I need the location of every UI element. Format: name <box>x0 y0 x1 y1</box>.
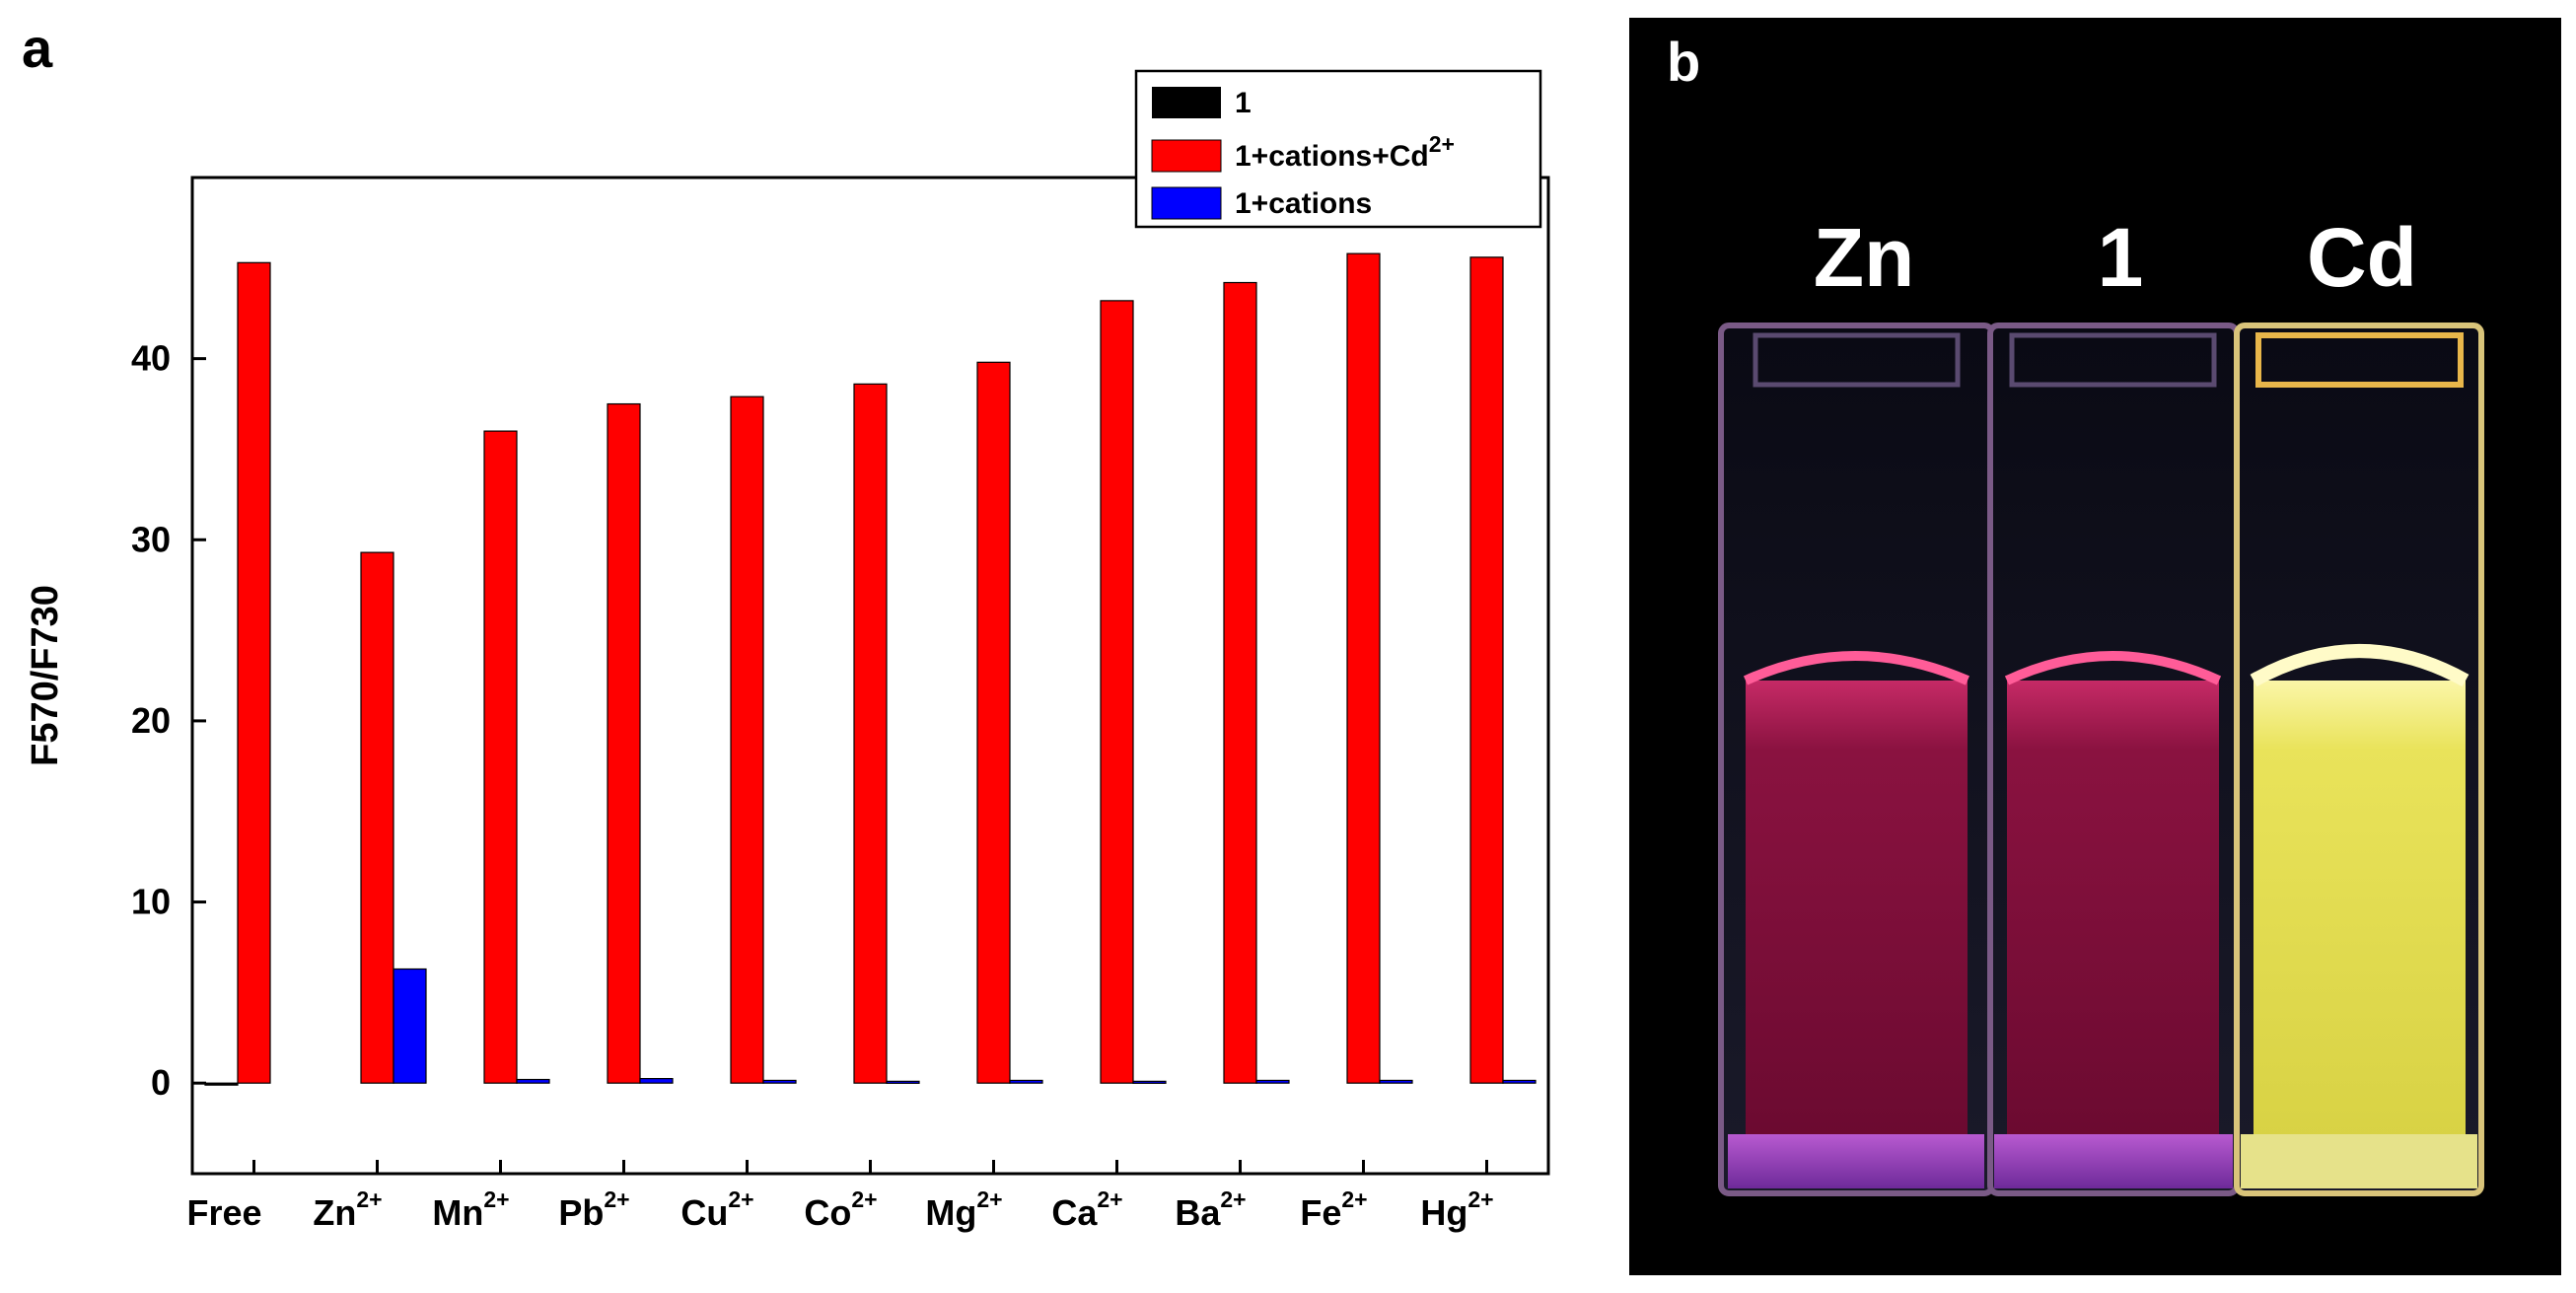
bar-red-8 <box>1223 281 1257 1084</box>
x-tick-label-base: Co <box>804 1192 851 1233</box>
bar-blue-7 <box>1132 1080 1167 1084</box>
bar-red-0 <box>237 261 271 1084</box>
legend-label-1: 1 <box>1235 87 1252 119</box>
x-tick-label: Zn2+ <box>313 1186 382 1233</box>
bar-blue-3 <box>639 1077 674 1084</box>
y-axis: 0 10 20 30 40 <box>131 338 206 1103</box>
x-tick-label-sup: 2+ <box>1467 1186 1493 1212</box>
bar-red-4 <box>730 395 764 1084</box>
bar-blue-10 <box>1502 1079 1537 1084</box>
bar-blue-9 <box>1379 1079 1413 1084</box>
bar-blue-8 <box>1255 1079 1290 1084</box>
legend-swatch-1 <box>1152 87 1221 118</box>
bar-red-6 <box>976 361 1011 1084</box>
bar-red-3 <box>607 402 641 1084</box>
x-tick-label-base: Zn <box>313 1192 356 1233</box>
x-tick-label-sup: 2+ <box>356 1186 382 1212</box>
x-tick-label-sup: 2+ <box>851 1186 877 1212</box>
legend-swatch-3 <box>1151 186 1222 220</box>
x-tick-label-sup: 2+ <box>728 1186 753 1212</box>
x-tick-label: Pb2+ <box>558 1186 629 1233</box>
bar-free-0 <box>204 1082 239 1086</box>
x-tick-label: Ba2+ <box>1175 1186 1246 1233</box>
x-tick-label-base: Hg <box>1420 1192 1467 1233</box>
bar-blue-4 <box>762 1079 797 1084</box>
x-tick-label-sup: 2+ <box>1341 1186 1367 1212</box>
x-tick-label: Fe2+ <box>1300 1186 1367 1233</box>
cuvette-row <box>1718 323 2484 1196</box>
x-tick-label: Free <box>186 1192 261 1233</box>
x-tick-label-sup: 2+ <box>604 1186 629 1212</box>
bar-blue-5 <box>886 1080 920 1084</box>
x-tick-label-sup: 2+ <box>1097 1186 1122 1212</box>
y-tick-label: 10 <box>131 882 171 922</box>
bar-red-2 <box>483 430 518 1084</box>
bar-red-1 <box>360 551 394 1084</box>
y-tick-label: 0 <box>151 1062 171 1103</box>
x-tick-label-base: Fe <box>1300 1192 1341 1233</box>
cuvette-label-1: 1 <box>2098 211 2144 304</box>
cuvette-label-zn: Zn <box>1814 211 1915 304</box>
legend-label-2-base: 1+cations+Cd <box>1235 140 1429 173</box>
y-tick-label: 40 <box>131 338 171 379</box>
x-tick-label-sup: 2+ <box>976 1186 1002 1212</box>
bar-red-9 <box>1346 252 1381 1084</box>
x-tick-label-sup: 2+ <box>1220 1186 1246 1212</box>
x-tick-label-base: Ca <box>1051 1192 1098 1233</box>
x-tick-label: Mn2+ <box>432 1186 509 1233</box>
panel-b-label: b <box>1667 31 1700 93</box>
bar-blue-1 <box>393 968 427 1084</box>
legend-label-2-sup: 2+ <box>1429 131 1455 157</box>
panel-a-label: a <box>22 17 53 79</box>
x-tick-label-base: Cu <box>680 1192 728 1233</box>
y-tick-label: 30 <box>131 519 171 559</box>
cuvette-label-cd: Cd <box>2307 211 2417 304</box>
legend-swatch-2 <box>1151 139 1222 173</box>
bar-blue-6 <box>1009 1079 1043 1084</box>
x-tick-label-base: Pb <box>558 1192 604 1233</box>
bar-red-5 <box>853 383 888 1084</box>
bar-red-10 <box>1469 256 1504 1084</box>
y-axis-title: F570/F730 <box>25 585 66 766</box>
cuvette-1 <box>1987 323 2240 1196</box>
x-tick-label-base: Free <box>186 1192 261 1233</box>
legend-label-2: 1+cations+Cd2+ <box>1235 131 1455 173</box>
x-tick-label: Mg2+ <box>925 1186 1002 1233</box>
bar-blue-2 <box>516 1078 550 1084</box>
cuvette-zn <box>1718 323 1995 1196</box>
x-tick-label: Cu2+ <box>680 1186 753 1233</box>
x-tick-label: Co2+ <box>804 1186 877 1233</box>
cuvette-cd <box>2234 323 2484 1196</box>
x-tick-label-base: Mg <box>925 1192 976 1233</box>
legend-label-3: 1+cations <box>1235 187 1372 220</box>
legend: 1 1+cations+Cd2+ 1+cations <box>1134 69 1542 229</box>
bar-red-7 <box>1100 300 1134 1084</box>
x-tick-label: Ca2+ <box>1051 1186 1122 1233</box>
x-tick-label: Hg2+ <box>1420 1186 1493 1233</box>
x-axis: Free Zn2+ Mn2+ Pb2+ Cu2+ Co2+ Mg2+ Ca2+ Ba2+ Fe2+… <box>186 1160 1494 1233</box>
x-tick-label-base: Ba <box>1175 1192 1221 1233</box>
y-tick-label: 20 <box>131 700 171 741</box>
bars <box>204 252 1537 1086</box>
x-tick-label-sup: 2+ <box>483 1186 509 1212</box>
x-tick-label-base: Mn <box>432 1192 483 1233</box>
